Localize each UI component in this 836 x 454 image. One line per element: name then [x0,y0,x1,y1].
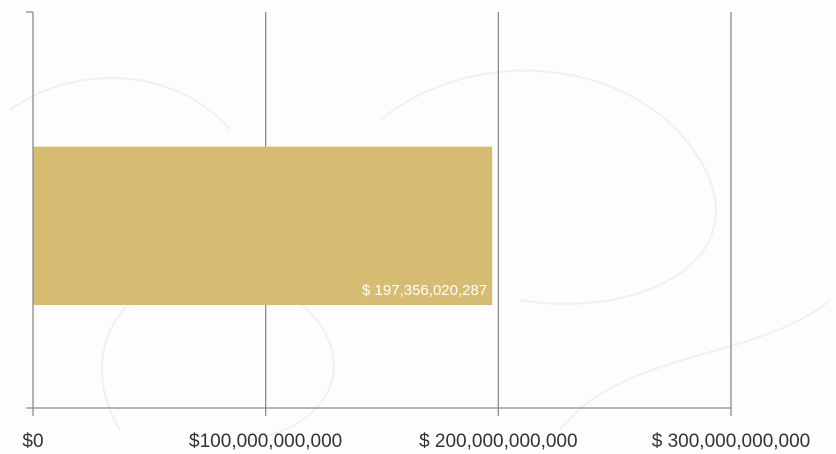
bar [33,146,493,306]
axes [26,11,732,416]
x-tick-label: $ 300,000,000,000 [652,431,811,452]
x-tick-label: $ 200,000,000,000 [419,431,578,452]
data-labels: $ 197,356,020,287 [362,282,487,299]
bars [33,146,493,306]
bar-data-label: $ 197,356,020,287 [362,282,487,299]
x-tick-label: $100,000,000,000 [189,431,342,452]
x-tick-label: $0 [22,431,43,452]
x-tick-labels: $0 $100,000,000,000 $ 200,000,000,000 $ 300… [22,431,810,452]
